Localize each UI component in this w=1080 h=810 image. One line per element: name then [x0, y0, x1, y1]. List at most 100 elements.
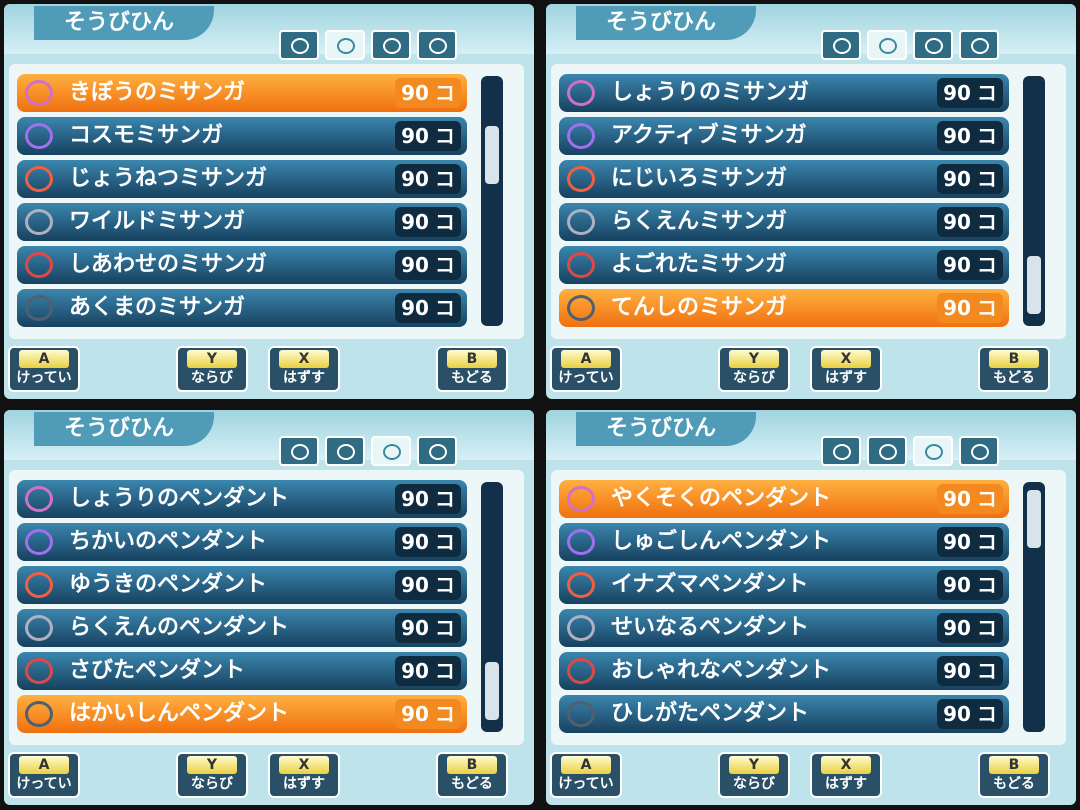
item-row[interactable]: はかいしんペンダント 90 コ [17, 695, 467, 733]
item-price: 90 コ [395, 527, 461, 557]
item-row[interactable]: やくそくのペンダント 90 コ [559, 480, 1009, 518]
button-key: B [989, 756, 1039, 774]
item-row[interactable]: よごれたミサンガ 90 コ [559, 246, 1009, 284]
action-button[interactable]: X はずす [810, 346, 882, 392]
category-tab[interactable] [867, 30, 907, 60]
item-icon [567, 658, 595, 684]
price-value: 90 [401, 616, 429, 640]
price-unit: コ [976, 167, 997, 191]
item-row[interactable]: あくまのミサンガ 90 コ [17, 289, 467, 327]
category-tab[interactable] [959, 436, 999, 466]
item-list: きぼうのミサンガ 90 ココスモミサンガ 90 コじょうねつミサンガ 90 コワイルドミサン… [9, 64, 524, 339]
item-price: 90 コ [937, 570, 1003, 600]
price-unit: コ [434, 659, 455, 683]
category-tab[interactable] [417, 436, 457, 466]
price-unit: コ [976, 659, 997, 683]
item-row[interactable]: きぼうのミサンガ 90 コ [17, 74, 467, 112]
scrollbar[interactable] [481, 482, 503, 732]
action-button[interactable]: X はずす [268, 752, 340, 798]
item-row[interactable]: ひしがたペンダント 90 コ [559, 695, 1009, 733]
action-button[interactable]: A けってい [550, 346, 622, 392]
category-tab[interactable] [913, 30, 953, 60]
category-tab[interactable] [371, 436, 411, 466]
button-key: A [561, 756, 611, 774]
price-unit: コ [976, 210, 997, 234]
action-button[interactable]: Y ならび [176, 752, 248, 798]
category-tab[interactable] [821, 436, 861, 466]
item-row[interactable]: らくえんのペンダント 90 コ [17, 609, 467, 647]
price-value: 90 [401, 167, 429, 191]
item-row[interactable]: さびたペンダント 90 コ [17, 652, 467, 690]
button-label: ならび [191, 776, 233, 792]
button-label: けってい [558, 776, 614, 792]
item-price: 90 コ [937, 699, 1003, 729]
item-row[interactable]: しゅごしんペンダント 90 コ [559, 523, 1009, 561]
category-tab[interactable] [959, 30, 999, 60]
category-tab[interactable] [325, 436, 365, 466]
price-unit: コ [434, 616, 455, 640]
category-tab[interactable] [867, 436, 907, 466]
item-row[interactable]: にじいろミサンガ 90 コ [559, 160, 1009, 198]
category-tab[interactable] [821, 30, 861, 60]
button-key: Y [187, 756, 237, 774]
item-row[interactable]: らくえんミサンガ 90 コ [559, 203, 1009, 241]
action-button[interactable]: X はずす [268, 346, 340, 392]
scroll-thumb [485, 662, 499, 720]
item-list: やくそくのペンダント 90 コしゅごしんペンダント 90 コイナズマペンダント 90 コせい… [551, 470, 1066, 745]
action-button[interactable]: Y ならび [718, 346, 790, 392]
action-button[interactable]: X はずす [810, 752, 882, 798]
scrollbar[interactable] [481, 76, 503, 326]
button-key: B [447, 350, 497, 368]
action-button[interactable]: Y ならび [176, 346, 248, 392]
item-row[interactable]: せいなるペンダント 90 コ [559, 609, 1009, 647]
screen-title: そうびひん [34, 412, 214, 446]
action-button[interactable]: B もどる [436, 346, 508, 392]
item-row[interactable]: しょうりのペンダント 90 コ [17, 480, 467, 518]
item-name: らくえんのペンダント [69, 615, 290, 640]
scrollbar[interactable] [1023, 76, 1045, 326]
action-button[interactable]: A けってい [8, 752, 80, 798]
item-name: ひしがたペンダント [611, 701, 810, 726]
action-button[interactable]: B もどる [436, 752, 508, 798]
item-price: 90 コ [937, 78, 1003, 108]
game-screen: そうびひん しょうりのミサンガ 90 コアクティブミサンガ 90 コにじいろミサンガ 90 コ… [546, 4, 1076, 399]
item-row[interactable]: てんしのミサンガ 90 コ [559, 289, 1009, 327]
item-name: おしゃれなペンダント [611, 658, 832, 683]
category-tab[interactable] [371, 30, 411, 60]
item-icon [567, 252, 595, 278]
scrollbar[interactable] [1023, 482, 1045, 732]
item-list: しょうりのミサンガ 90 コアクティブミサンガ 90 コにじいろミサンガ 90 コらくえんミ… [551, 64, 1066, 339]
item-row[interactable]: ちかいのペンダント 90 コ [17, 523, 467, 561]
price-unit: コ [434, 530, 455, 554]
category-tab[interactable] [279, 436, 319, 466]
category-tab[interactable] [325, 30, 365, 60]
item-row[interactable]: しあわせのミサンガ 90 コ [17, 246, 467, 284]
action-button[interactable]: B もどる [978, 752, 1050, 798]
item-row[interactable]: コスモミサンガ 90 コ [17, 117, 467, 155]
button-label: もどる [993, 776, 1035, 792]
item-name: じょうねつミサンガ [69, 166, 268, 191]
category-tab[interactable] [279, 30, 319, 60]
item-name: しあわせのミサンガ [69, 252, 268, 277]
item-row[interactable]: アクティブミサンガ 90 コ [559, 117, 1009, 155]
item-row[interactable]: おしゃれなペンダント 90 コ [559, 652, 1009, 690]
item-row[interactable]: しょうりのミサンガ 90 コ [559, 74, 1009, 112]
price-value: 90 [943, 530, 971, 554]
item-row[interactable]: ワイルドミサンガ 90 コ [17, 203, 467, 241]
item-row[interactable]: じょうねつミサンガ 90 コ [17, 160, 467, 198]
game-screen: そうびひんしょうりのペンダント 90 コちかいのペンダント 90 コゆうきのペンダント 9… [4, 410, 534, 805]
item-price: 90 コ [937, 164, 1003, 194]
item-icon [25, 209, 53, 235]
button-label: はずす [283, 370, 325, 386]
item-icon [567, 486, 595, 512]
item-row[interactable]: ゆうきのペンダント 90 コ [17, 566, 467, 604]
action-button[interactable]: A けってい [8, 346, 80, 392]
button-key: X [821, 756, 871, 774]
category-tab[interactable] [913, 436, 953, 466]
price-unit: コ [976, 81, 997, 105]
action-button[interactable]: A けってい [550, 752, 622, 798]
category-tab[interactable] [417, 30, 457, 60]
action-button[interactable]: Y ならび [718, 752, 790, 798]
action-button[interactable]: B もどる [978, 346, 1050, 392]
item-row[interactable]: イナズマペンダント 90 コ [559, 566, 1009, 604]
